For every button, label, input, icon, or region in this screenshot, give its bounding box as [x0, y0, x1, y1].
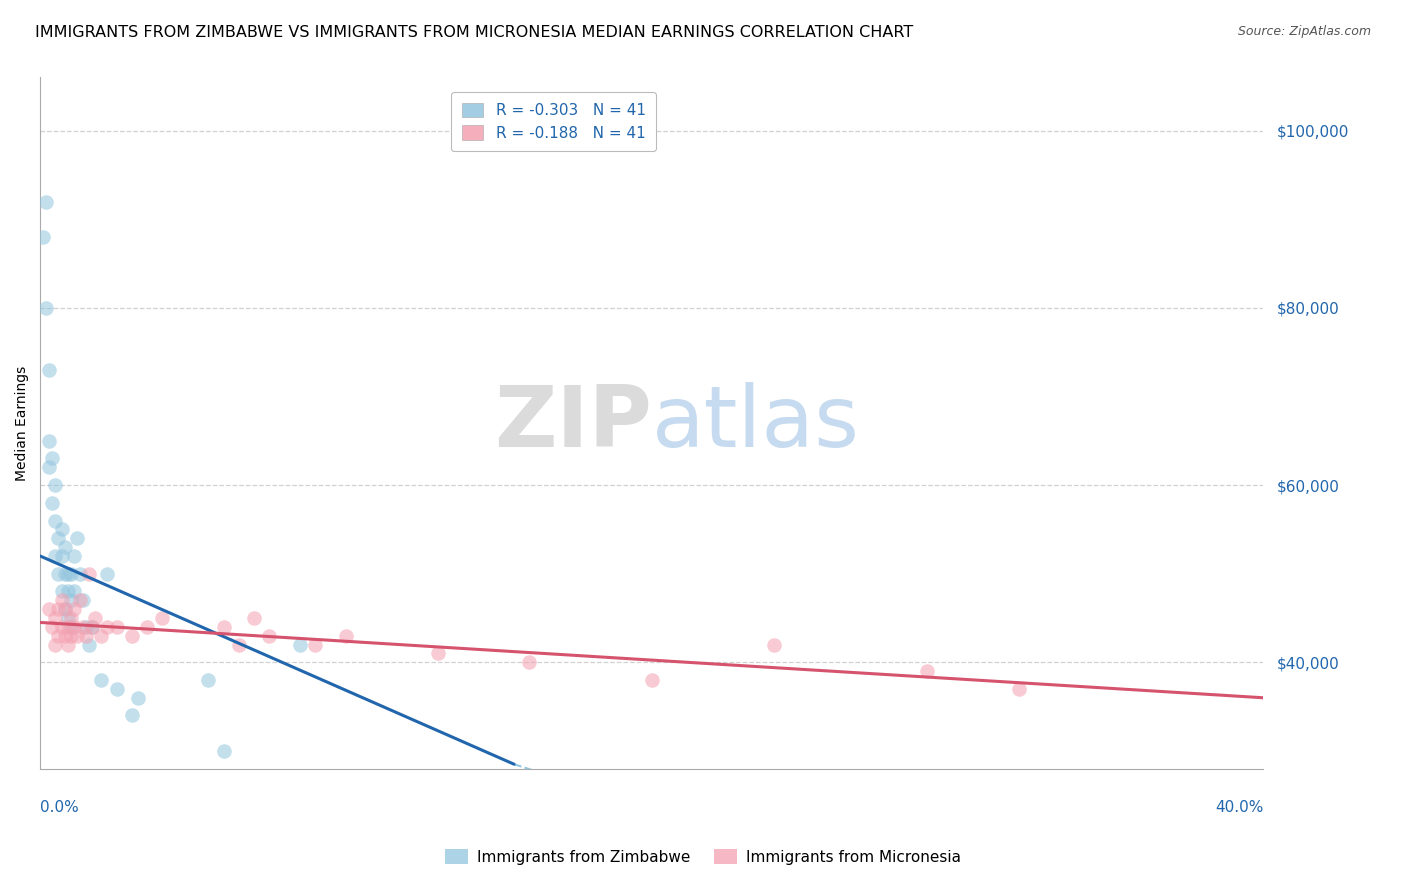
Point: [136, 620, 159, 634]
Legend: R = -0.303   N = 41, R = -0.188   N = 41: R = -0.303 N = 41, R = -0.188 N = 41: [451, 92, 657, 152]
Point: [77, 638, 100, 652]
Text: 40.0%: 40.0%: [1215, 800, 1263, 814]
Point: [72, 593, 94, 607]
Point: [96, 620, 118, 634]
Point: [259, 629, 281, 643]
Point: [212, 744, 235, 758]
Y-axis label: Median Earnings: Median Earnings: [15, 366, 30, 481]
Point: [44, 478, 66, 492]
Point: [53, 629, 76, 643]
Point: [96, 566, 118, 581]
Point: [62, 584, 84, 599]
Point: [197, 673, 219, 687]
Point: [127, 690, 149, 705]
Point: [41, 620, 63, 634]
Point: [640, 673, 662, 687]
Point: [288, 638, 311, 652]
Point: [41, 451, 63, 466]
Point: [56, 638, 79, 652]
Point: [519, 656, 541, 670]
Point: [75, 620, 97, 634]
Point: [90, 673, 112, 687]
Point: [228, 638, 250, 652]
Point: [48, 566, 70, 581]
Text: atlas: atlas: [651, 382, 859, 465]
Point: [56, 566, 79, 581]
Point: [53, 602, 76, 616]
Point: [72, 620, 94, 634]
Point: [1007, 681, 1029, 696]
Point: [41, 496, 63, 510]
Point: [152, 611, 174, 625]
Point: [51, 549, 73, 563]
Point: [38, 460, 60, 475]
Point: [59, 593, 82, 607]
Point: [90, 629, 112, 643]
Point: [304, 638, 326, 652]
Point: [105, 681, 128, 696]
Point: [915, 664, 938, 678]
Point: [56, 611, 79, 625]
Point: [62, 549, 84, 563]
Point: [84, 611, 107, 625]
Point: [59, 566, 82, 581]
Point: [44, 514, 66, 528]
Point: [38, 434, 60, 448]
Point: [53, 540, 76, 554]
Point: [335, 629, 357, 643]
Point: [38, 602, 60, 616]
Point: [56, 620, 79, 634]
Point: [44, 611, 66, 625]
Point: [243, 611, 266, 625]
Point: [66, 629, 89, 643]
Point: [38, 363, 60, 377]
Legend: Immigrants from Zimbabwe, Immigrants from Micronesia: Immigrants from Zimbabwe, Immigrants fro…: [439, 843, 967, 871]
Point: [121, 708, 143, 723]
Point: [121, 629, 143, 643]
Point: [75, 629, 97, 643]
Point: [48, 531, 70, 545]
Point: [48, 602, 70, 616]
Point: [56, 584, 79, 599]
Point: [59, 629, 82, 643]
Point: [51, 584, 73, 599]
Point: [82, 620, 104, 634]
Text: IMMIGRANTS FROM ZIMBABWE VS IMMIGRANTS FROM MICRONESIA MEDIAN EARNINGS CORRELATI: IMMIGRANTS FROM ZIMBABWE VS IMMIGRANTS F…: [35, 25, 914, 40]
Point: [82, 620, 104, 634]
Point: [59, 611, 82, 625]
Text: Source: ZipAtlas.com: Source: ZipAtlas.com: [1237, 25, 1371, 38]
Text: 0.0%: 0.0%: [41, 800, 79, 814]
Point: [762, 638, 785, 652]
Point: [35, 194, 58, 209]
Point: [77, 566, 100, 581]
Point: [53, 566, 76, 581]
Point: [69, 593, 91, 607]
Point: [62, 620, 84, 634]
Point: [53, 602, 76, 616]
Point: [32, 230, 55, 244]
Point: [105, 620, 128, 634]
Point: [48, 629, 70, 643]
Text: ZIP: ZIP: [494, 382, 651, 465]
Point: [44, 638, 66, 652]
Point: [69, 566, 91, 581]
Point: [51, 593, 73, 607]
Point: [35, 301, 58, 315]
Point: [62, 602, 84, 616]
Point: [212, 620, 235, 634]
Point: [426, 647, 449, 661]
Point: [51, 522, 73, 536]
Point: [59, 620, 82, 634]
Point: [66, 531, 89, 545]
Point: [51, 620, 73, 634]
Point: [44, 549, 66, 563]
